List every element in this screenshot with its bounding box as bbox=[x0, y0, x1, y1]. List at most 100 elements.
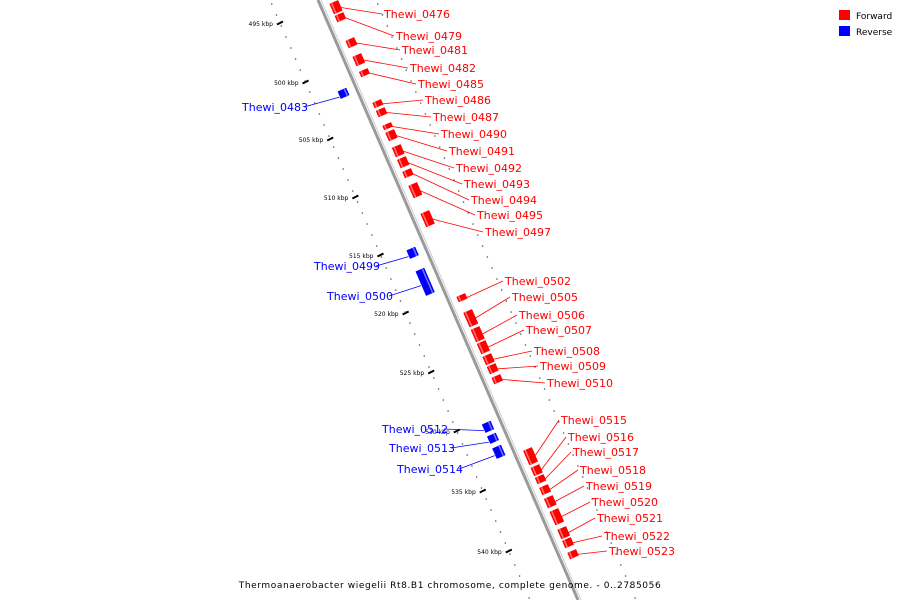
gene-label-thewi-0512[interactable]: Thewi_0512 bbox=[381, 423, 448, 436]
scale-dot bbox=[442, 399, 445, 401]
gene-label-thewi-0518[interactable]: Thewi_0518 bbox=[579, 464, 646, 477]
gene-thewi-0492[interactable] bbox=[391, 144, 405, 158]
scale-tick: 540 kbp bbox=[477, 548, 513, 556]
gene-label-thewi-0482[interactable]: Thewi_0482 bbox=[409, 62, 476, 75]
gene-thewi-0507[interactable] bbox=[476, 340, 491, 355]
gene-label-thewi-0505[interactable]: Thewi_0505 bbox=[511, 291, 578, 304]
gene-thewi-0518[interactable] bbox=[539, 484, 552, 496]
gene-label-thewi-0481[interactable]: Thewi_0481 bbox=[401, 44, 468, 57]
scale-dot bbox=[485, 498, 488, 500]
scale-dot bbox=[429, 124, 431, 126]
gene-label-thewi-0506[interactable]: Thewi_0506 bbox=[518, 309, 585, 322]
label-leader-thewi-0522 bbox=[572, 535, 603, 544]
gene-features bbox=[329, 0, 579, 560]
gene-label-thewi-0494[interactable]: Thewi_0494 bbox=[470, 194, 537, 207]
gene-label-thewi-0492[interactable]: Thewi_0492 bbox=[455, 162, 522, 175]
gene-label-thewi-0490[interactable]: Thewi_0490 bbox=[440, 128, 507, 141]
gene-thewi-0514[interactable] bbox=[492, 444, 506, 459]
gene-label-thewi-0510[interactable]: Thewi_0510 bbox=[546, 377, 613, 390]
gene-thewi-0512[interactable] bbox=[481, 420, 495, 433]
gene-label-thewi-0483[interactable]: Thewi_0483 bbox=[241, 101, 308, 114]
gene-label-thewi-0479[interactable]: Thewi_0479 bbox=[395, 30, 462, 43]
gene-highlight bbox=[487, 421, 493, 431]
gene-highlight bbox=[493, 433, 498, 442]
label-leader-thewi-0487 bbox=[385, 112, 432, 118]
gene-label-thewi-0508[interactable]: Thewi_0508 bbox=[533, 345, 600, 358]
gene-label-thewi-0523[interactable]: Thewi_0523 bbox=[608, 545, 675, 558]
gene-thewi-0479[interactable] bbox=[334, 12, 347, 23]
gene-thewi-0502[interactable] bbox=[456, 293, 468, 303]
gene-thewi-0494[interactable] bbox=[402, 168, 414, 179]
gene-thewi-0500[interactable] bbox=[415, 267, 435, 296]
gene-thewi-0483[interactable] bbox=[337, 87, 350, 99]
gene-label-thewi-0495[interactable]: Thewi_0495 bbox=[476, 209, 543, 222]
gene-label-thewi-0521[interactable]: Thewi_0521 bbox=[596, 512, 663, 525]
scale-dot bbox=[505, 300, 508, 302]
chromosome-backbone bbox=[316, 0, 580, 600]
gene-thewi-0523[interactable] bbox=[567, 549, 579, 560]
gene-highlight bbox=[421, 212, 429, 227]
gene-thewi-0485[interactable] bbox=[358, 68, 370, 78]
gene-thewi-0509[interactable] bbox=[486, 363, 499, 375]
scale-dot bbox=[457, 190, 460, 192]
gene-label-thewi-0485[interactable]: Thewi_0485 bbox=[417, 78, 484, 91]
gene-thewi-0499[interactable] bbox=[406, 246, 419, 259]
gene-label-thewi-0514[interactable]: Thewi_0514 bbox=[396, 463, 463, 476]
scale-tick: 525 kbp bbox=[400, 369, 435, 377]
gene-thewi-0487[interactable] bbox=[375, 107, 388, 118]
gene-thewi-0516[interactable] bbox=[530, 464, 543, 477]
gene-highlight bbox=[393, 146, 399, 157]
gene-thewi-0476[interactable] bbox=[329, 0, 343, 15]
scale-dot bbox=[523, 586, 526, 588]
gene-label-thewi-0516[interactable]: Thewi_0516 bbox=[567, 431, 634, 444]
gene-label-thewi-0497[interactable]: Thewi_0497 bbox=[484, 226, 551, 239]
gene-label-thewi-0493[interactable]: Thewi_0493 bbox=[463, 178, 530, 191]
gene-label-thewi-0491[interactable]: Thewi_0491 bbox=[448, 145, 515, 158]
gene-thewi-0522[interactable] bbox=[562, 537, 575, 549]
label-leader-thewi-0507 bbox=[487, 329, 525, 348]
gene-highlight bbox=[330, 2, 337, 14]
gene-thewi-0513[interactable] bbox=[486, 432, 500, 444]
gene-thewi-0481[interactable] bbox=[345, 37, 358, 49]
gene-label-thewi-0499[interactable]: Thewi_0499 bbox=[313, 260, 380, 273]
gene-label-thewi-0487[interactable]: Thewi_0487 bbox=[432, 111, 499, 124]
gene-thewi-0517[interactable] bbox=[534, 474, 547, 485]
gene-thewi-0515[interactable] bbox=[523, 447, 539, 466]
gene-thewi-0495[interactable] bbox=[408, 182, 423, 199]
gene-label-thewi-0509[interactable]: Thewi_0509 bbox=[539, 360, 606, 373]
gene-thewi-0510[interactable] bbox=[491, 374, 504, 385]
gene-highlight bbox=[545, 497, 551, 508]
scale-dot bbox=[385, 267, 387, 269]
scale-dot bbox=[423, 355, 426, 357]
gene-highlight bbox=[483, 355, 489, 365]
scale-dot bbox=[400, 58, 403, 60]
gene-thewi-0491[interactable] bbox=[385, 129, 398, 142]
label-leader-thewi-0492 bbox=[402, 150, 455, 169]
gene-label-thewi-0507[interactable]: Thewi_0507 bbox=[525, 324, 592, 337]
gene-thewi-0497[interactable] bbox=[420, 210, 435, 228]
gene-label-thewi-0522[interactable]: Thewi_0522 bbox=[603, 530, 670, 543]
label-leader-thewi-0495 bbox=[419, 190, 476, 216]
gene-label-thewi-0502[interactable]: Thewi_0502 bbox=[504, 275, 571, 288]
gene-label-thewi-0520[interactable]: Thewi_0520 bbox=[591, 496, 658, 509]
gene-label-thewi-0486[interactable]: Thewi_0486 bbox=[424, 94, 491, 107]
gene-thewi-0506[interactable] bbox=[470, 326, 485, 343]
gene-thewi-0519[interactable] bbox=[543, 495, 557, 509]
gene-label-thewi-0519[interactable]: Thewi_0519 bbox=[585, 480, 652, 493]
gene-thewi-0508[interactable] bbox=[482, 353, 495, 366]
gene-label-thewi-0476[interactable]: Thewi_0476 bbox=[383, 8, 450, 21]
gene-thewi-0486[interactable] bbox=[372, 99, 384, 109]
gene-label-thewi-0500[interactable]: Thewi_0500 bbox=[326, 290, 393, 303]
scale-dot bbox=[500, 289, 503, 291]
gene-label-thewi-0515[interactable]: Thewi_0515 bbox=[560, 414, 627, 427]
label-leader-thewi-0518 bbox=[549, 469, 579, 491]
gene-thewi-0493[interactable] bbox=[396, 156, 410, 169]
gene-thewi-0521[interactable] bbox=[557, 526, 571, 540]
gene-thewi-0505[interactable] bbox=[463, 309, 479, 328]
scale-dot bbox=[428, 366, 430, 368]
gene-label-thewi-0517[interactable]: Thewi_0517 bbox=[572, 446, 639, 459]
gene-thewi-0520[interactable] bbox=[549, 508, 565, 526]
gene-thewi-0482[interactable] bbox=[352, 53, 366, 67]
gene-label-thewi-0513[interactable]: Thewi_0513 bbox=[388, 442, 455, 455]
